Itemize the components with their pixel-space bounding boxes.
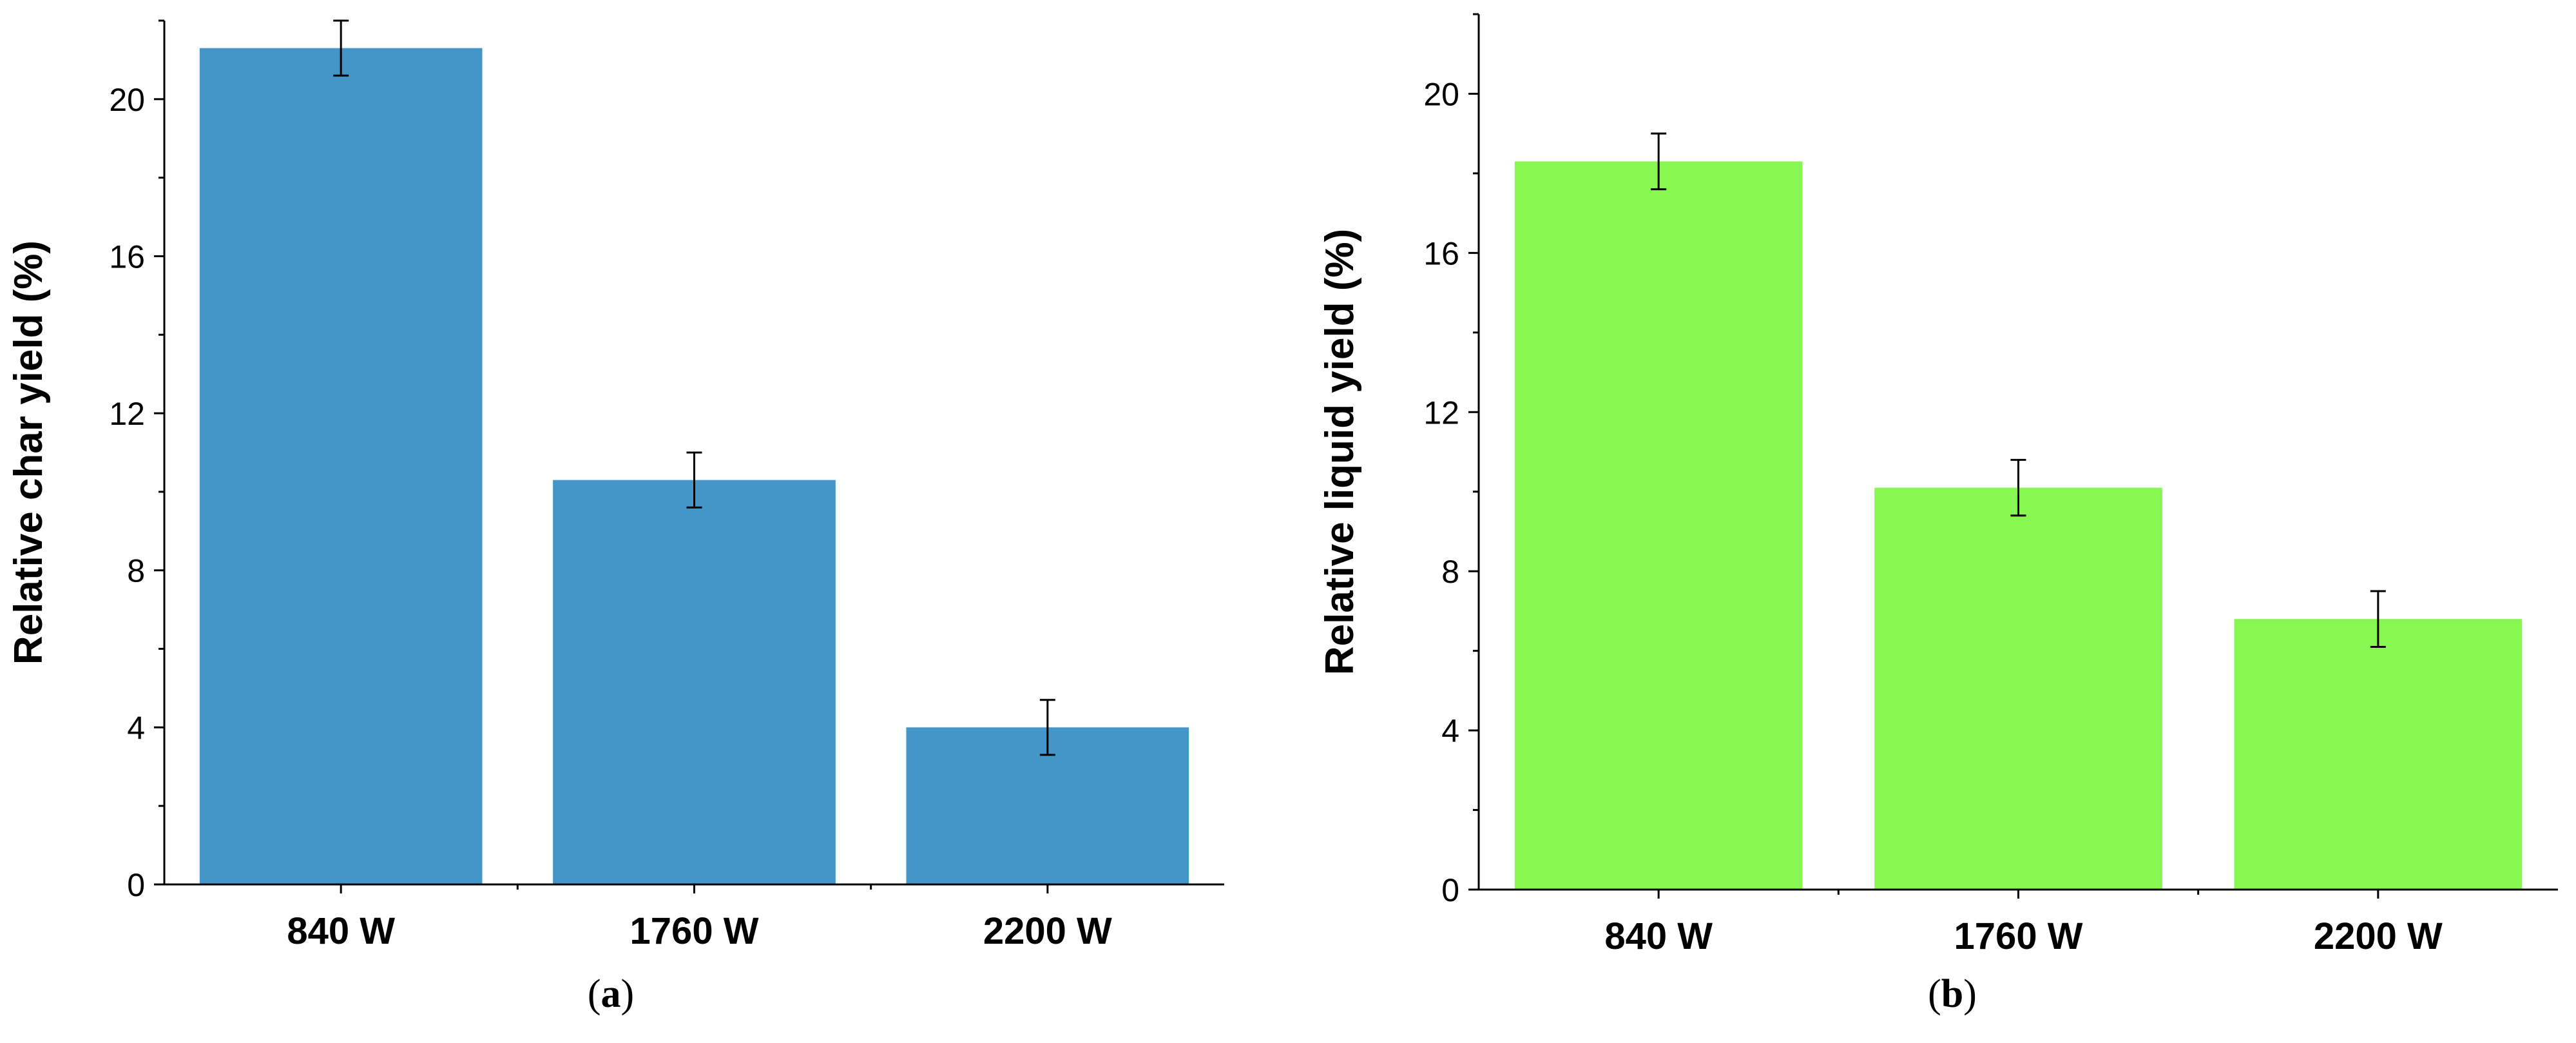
x-tick-label: 1760 W <box>1954 915 2083 957</box>
panel-label: (b) <box>1928 972 1977 1016</box>
error-bar <box>1651 132 1667 191</box>
bar <box>1514 161 1803 890</box>
y-tick-label: 0 <box>1441 872 1459 908</box>
panel-label-letter: a <box>601 972 621 1016</box>
bar <box>1874 487 2162 890</box>
error-bar <box>1039 699 1055 756</box>
x-tick-label: 840 W <box>1604 915 1713 957</box>
y-tick-label: 20 <box>109 82 145 118</box>
y-tick-label: 0 <box>127 867 145 903</box>
x-tick-label: 1760 W <box>630 910 759 952</box>
chart-panel-a: 840 W 1760 W 2200 W 0 4 8 12 16 20 Relative char … <box>6 19 1224 1016</box>
y-tick-label: 16 <box>109 239 145 275</box>
bar <box>2234 619 2523 890</box>
bar <box>553 480 836 884</box>
bar <box>199 48 483 885</box>
panel-label: (a) <box>588 972 634 1016</box>
x-tick-label: 2200 W <box>983 910 1112 952</box>
y-tick-label: 8 <box>127 553 145 589</box>
error-bar <box>686 451 702 509</box>
panel-label-close: ) <box>621 972 635 1016</box>
y-tick-label: 20 <box>1423 76 1459 112</box>
panel-label-close: ) <box>1963 972 1977 1016</box>
chart-panel-b: 840 W 1760 W 2200 W 0 4 8 12 16 20 Relative liqui… <box>1318 13 2558 1016</box>
error-bar <box>333 19 349 77</box>
y-tick-label: 12 <box>109 396 145 432</box>
panel-label-open: ( <box>588 972 601 1016</box>
y-tick-label: 12 <box>1423 395 1459 431</box>
panel-label-open: ( <box>1928 972 1941 1016</box>
y-axis-title: Relative liquid yield (%) <box>1318 229 1362 675</box>
panel-label-letter: b <box>1941 972 1963 1016</box>
y-axis-title: Relative char yield (%) <box>6 240 51 665</box>
y-tick-label: 4 <box>1441 713 1459 749</box>
error-bar <box>2010 458 2026 517</box>
y-tick-label: 4 <box>127 710 145 746</box>
x-tick-label: 840 W <box>287 910 395 952</box>
error-bar <box>2370 590 2386 648</box>
x-tick-label: 2200 W <box>2314 915 2443 957</box>
y-tick-label: 16 <box>1423 235 1459 271</box>
y-tick-label: 8 <box>1441 554 1459 590</box>
